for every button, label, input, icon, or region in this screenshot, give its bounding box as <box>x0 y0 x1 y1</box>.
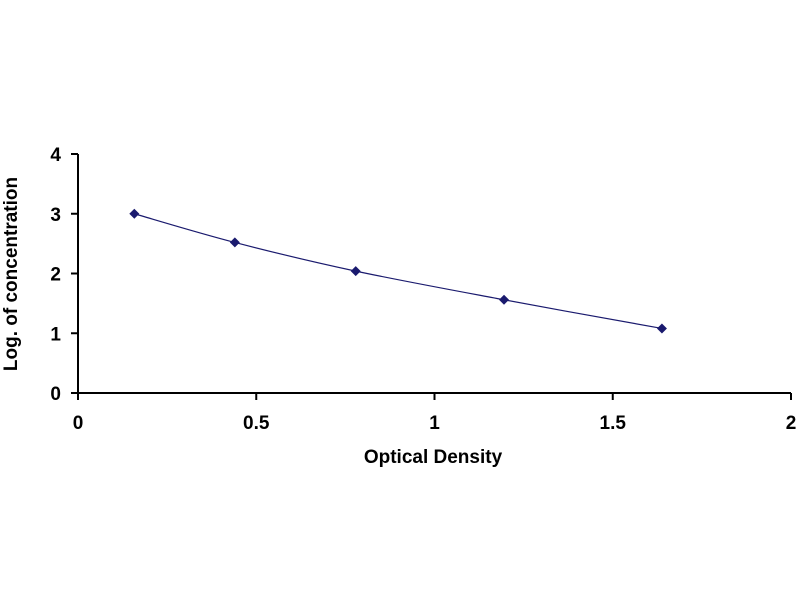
markers <box>129 208 667 334</box>
x-axis-title: Optical Density <box>364 447 503 468</box>
x-tick-label: 1 <box>429 413 440 434</box>
y-tick-label: 2 <box>50 265 61 286</box>
data-point-marker <box>129 208 140 219</box>
data-point-marker <box>499 294 510 305</box>
x-tick-label: 2 <box>786 413 797 434</box>
tick-labels: 0 0.5 1 1.5 2 0 1 2 3 4 <box>50 145 796 434</box>
data-point-marker <box>229 237 240 248</box>
data-point-marker <box>656 323 667 334</box>
ticks <box>71 153 792 400</box>
y-tick-label: 0 <box>50 384 61 405</box>
y-tick-label: 1 <box>50 324 61 345</box>
data-point-marker <box>350 266 361 277</box>
trend-line <box>134 213 663 330</box>
y-axis-title: Log. of concentration <box>1 177 22 371</box>
x-tick-label: 0 <box>73 413 84 434</box>
y-tick-label: 3 <box>50 205 61 226</box>
x-tick-label: 1.5 <box>600 413 627 434</box>
y-tick-label: 4 <box>50 145 61 166</box>
axes <box>77 154 791 394</box>
x-tick-label: 0.5 <box>243 413 270 434</box>
